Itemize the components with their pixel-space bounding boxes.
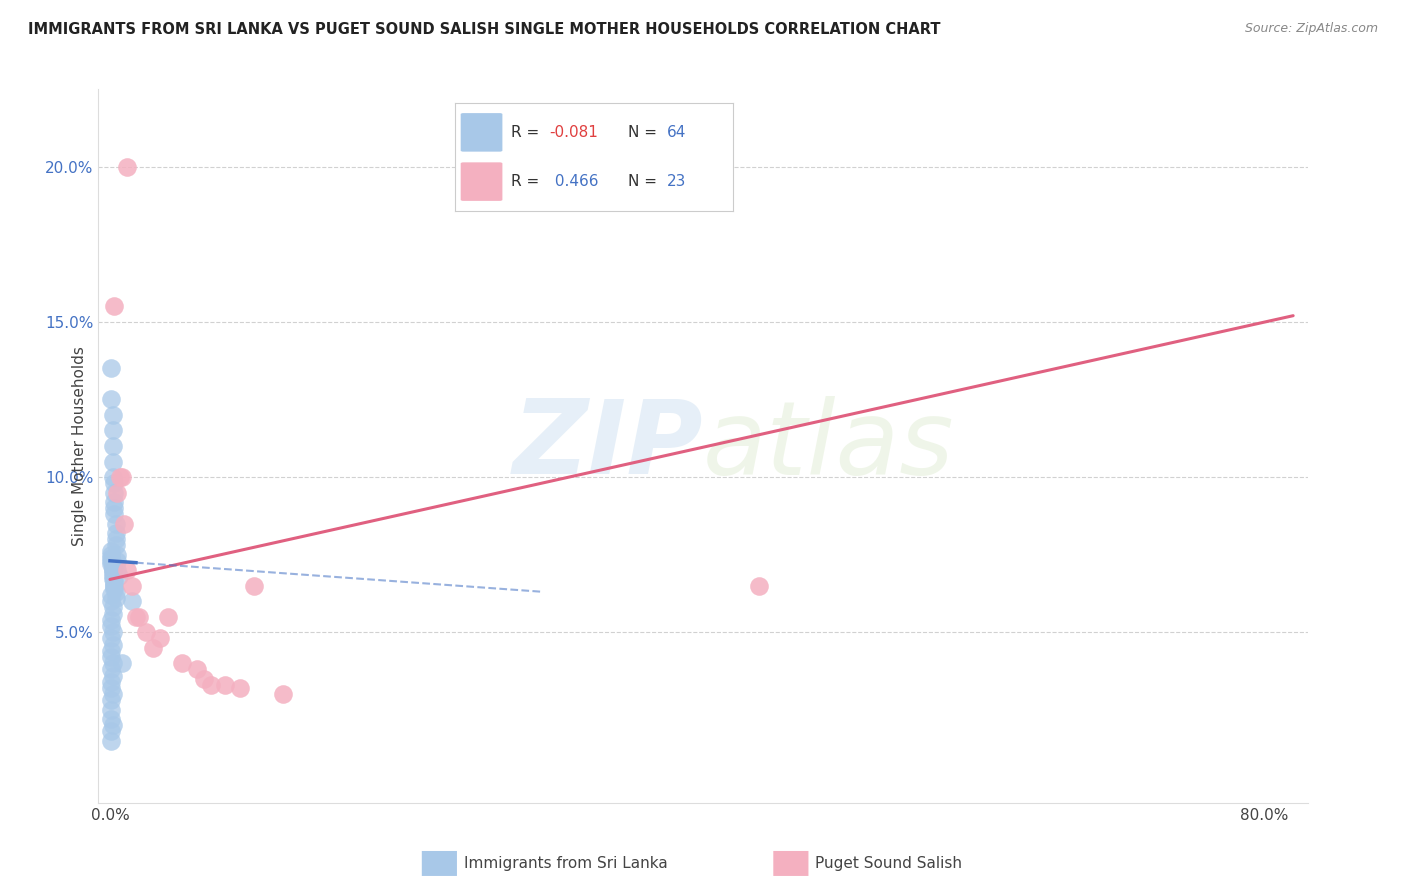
Point bbox=[101, 569, 124, 583]
Point bbox=[100, 613, 122, 627]
Point bbox=[100, 557, 122, 571]
Point bbox=[100, 632, 122, 646]
Point bbox=[101, 424, 124, 438]
Point bbox=[101, 470, 124, 484]
Point bbox=[100, 588, 122, 602]
Point bbox=[149, 632, 172, 646]
Point bbox=[101, 656, 124, 670]
Point bbox=[101, 560, 124, 574]
Point bbox=[172, 656, 194, 670]
Point bbox=[214, 678, 236, 692]
Point bbox=[121, 579, 143, 593]
Point bbox=[105, 485, 128, 500]
Point bbox=[100, 548, 122, 562]
Point bbox=[101, 557, 124, 571]
Point bbox=[128, 609, 150, 624]
Point bbox=[108, 470, 131, 484]
Point bbox=[193, 672, 215, 686]
Point bbox=[110, 656, 132, 670]
Point bbox=[271, 687, 294, 701]
Point bbox=[103, 573, 125, 587]
Text: Source: ZipAtlas.com: Source: ZipAtlas.com bbox=[1244, 22, 1378, 36]
Text: Puget Sound Salish: Puget Sound Salish bbox=[815, 856, 963, 871]
Point bbox=[142, 640, 165, 655]
Point bbox=[103, 508, 125, 522]
Point bbox=[101, 638, 124, 652]
Point bbox=[103, 476, 125, 491]
Point bbox=[100, 619, 122, 633]
Point bbox=[125, 609, 148, 624]
Point bbox=[100, 733, 122, 747]
Point bbox=[104, 532, 127, 546]
Point bbox=[135, 625, 157, 640]
Point bbox=[105, 554, 128, 568]
Point bbox=[200, 678, 222, 692]
Point bbox=[110, 470, 132, 484]
Point bbox=[229, 681, 252, 695]
Text: IMMIGRANTS FROM SRI LANKA VS PUGET SOUND SALISH SINGLE MOTHER HOUSEHOLDS CORRELA: IMMIGRANTS FROM SRI LANKA VS PUGET SOUND… bbox=[28, 22, 941, 37]
Point bbox=[100, 674, 122, 689]
Text: atlas: atlas bbox=[703, 396, 955, 496]
Point bbox=[104, 538, 127, 552]
Point bbox=[100, 361, 122, 376]
Point bbox=[101, 563, 124, 577]
Point bbox=[101, 600, 124, 615]
Point bbox=[121, 594, 143, 608]
Point bbox=[104, 591, 127, 605]
Point bbox=[100, 650, 122, 665]
Point bbox=[101, 573, 124, 587]
Point bbox=[103, 299, 125, 313]
Point bbox=[748, 579, 770, 593]
Point bbox=[104, 584, 127, 599]
Point bbox=[100, 554, 122, 568]
Point bbox=[117, 160, 139, 174]
Point bbox=[103, 485, 125, 500]
Point bbox=[100, 693, 122, 707]
Text: ZIP: ZIP bbox=[512, 395, 703, 497]
Point bbox=[101, 439, 124, 453]
Point bbox=[103, 575, 125, 590]
Point bbox=[103, 495, 125, 509]
Point bbox=[101, 718, 124, 732]
Point bbox=[107, 569, 129, 583]
Point bbox=[100, 544, 122, 558]
Point bbox=[243, 579, 266, 593]
Point bbox=[100, 594, 122, 608]
Point bbox=[101, 607, 124, 621]
Point bbox=[101, 408, 124, 422]
Point bbox=[101, 625, 124, 640]
Point bbox=[186, 662, 208, 676]
Point bbox=[112, 516, 135, 531]
Point bbox=[101, 687, 124, 701]
Point bbox=[104, 525, 127, 540]
Text: Immigrants from Sri Lanka: Immigrants from Sri Lanka bbox=[464, 856, 668, 871]
Point bbox=[100, 644, 122, 658]
Point bbox=[104, 516, 127, 531]
Point bbox=[100, 662, 122, 676]
Point bbox=[100, 681, 122, 695]
Point bbox=[101, 566, 124, 581]
Point bbox=[100, 392, 122, 407]
Point bbox=[117, 563, 139, 577]
Point bbox=[105, 548, 128, 562]
Point bbox=[100, 703, 122, 717]
Point bbox=[100, 550, 122, 565]
Point bbox=[103, 501, 125, 516]
Point bbox=[103, 579, 125, 593]
Point bbox=[101, 563, 124, 577]
Point bbox=[101, 454, 124, 468]
Point bbox=[156, 609, 179, 624]
Point bbox=[103, 579, 125, 593]
Point bbox=[101, 668, 124, 682]
Point bbox=[100, 712, 122, 726]
Point bbox=[100, 724, 122, 739]
Y-axis label: Single Mother Households: Single Mother Households bbox=[72, 346, 87, 546]
Point bbox=[103, 582, 125, 596]
Point bbox=[105, 563, 128, 577]
